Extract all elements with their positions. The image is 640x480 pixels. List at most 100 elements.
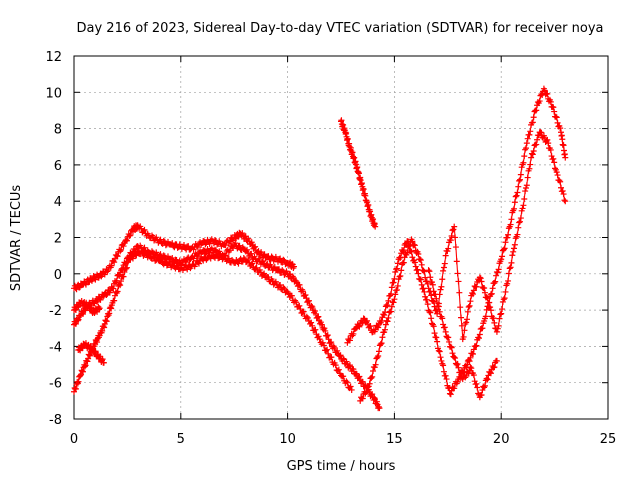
data-point: [311, 308, 318, 315]
data-point: [248, 250, 255, 257]
data-point: [225, 255, 232, 262]
data-point: [260, 258, 267, 265]
data-point: [157, 236, 164, 243]
data-point: [446, 390, 453, 397]
data-point: [507, 264, 514, 271]
data-point: [441, 324, 448, 331]
data-point: [417, 276, 424, 283]
data-point: [556, 177, 563, 184]
data-point: [452, 355, 459, 362]
x-tick-label: 20: [493, 432, 510, 447]
data-point: [153, 249, 160, 256]
data-point: [248, 261, 255, 268]
data-point: [466, 358, 473, 365]
data-point: [289, 273, 296, 280]
data-point: [443, 376, 450, 383]
data-point: [529, 151, 536, 158]
data-point: [467, 298, 474, 305]
data-point: [117, 248, 124, 255]
data-point: [92, 348, 99, 355]
data-point: [252, 243, 259, 250]
data-point: [114, 253, 121, 260]
data-point: [95, 306, 102, 313]
data-point: [104, 268, 111, 275]
y-tick-label: -6: [49, 377, 62, 392]
data-point: [364, 317, 371, 324]
data-point: [94, 335, 101, 342]
data-point: [487, 370, 494, 377]
data-point: [415, 250, 422, 257]
data-point: [418, 281, 425, 288]
data-point: [551, 108, 558, 115]
data-point: [409, 238, 416, 245]
data-point: [426, 268, 433, 275]
data-point: [120, 273, 127, 280]
data-point: [340, 355, 347, 362]
data-point: [117, 246, 124, 253]
data-point: [370, 368, 377, 375]
data-point: [476, 274, 483, 281]
data-point: [467, 354, 474, 361]
data-point: [363, 389, 370, 396]
data-point: [522, 184, 529, 191]
data-point: [280, 256, 287, 263]
data-point: [314, 314, 321, 321]
series-line: [73, 242, 380, 409]
data-point: [454, 360, 461, 367]
data-point: [425, 285, 432, 292]
data-point: [397, 272, 404, 279]
data-point: [505, 270, 512, 277]
data-point: [418, 261, 425, 268]
data-point: [411, 241, 418, 248]
data-point: [79, 311, 86, 318]
data-point: [538, 129, 545, 136]
data-point: [376, 405, 383, 412]
data-point: [360, 315, 367, 322]
data-point: [315, 333, 322, 340]
data-point: [226, 247, 233, 254]
data-point: [561, 197, 568, 204]
data-point: [508, 259, 515, 266]
data-point: [489, 285, 496, 292]
data-point: [428, 292, 435, 299]
y-tick-label: 4: [54, 195, 62, 210]
data-point: [420, 285, 427, 292]
data-point: [460, 333, 467, 340]
data-point: [524, 174, 531, 181]
data-point: [359, 395, 366, 402]
data-point: [303, 313, 310, 320]
series-line: [359, 131, 566, 402]
data-point: [392, 291, 399, 298]
data-point: [474, 384, 481, 391]
data-point: [388, 303, 395, 310]
data-point: [547, 146, 554, 153]
data-point: [87, 352, 94, 359]
data-point: [435, 347, 442, 354]
data-point: [477, 275, 484, 282]
series-line: [346, 88, 566, 395]
data-point: [387, 308, 394, 315]
y-tick-label: -4: [49, 340, 62, 355]
data-point: [102, 317, 109, 324]
data-point: [400, 247, 407, 254]
data-point: [498, 310, 505, 317]
data-point: [547, 98, 554, 105]
x-tick-label: 0: [70, 432, 78, 447]
data-point: [529, 119, 536, 126]
data-point: [327, 339, 334, 346]
data-point: [509, 252, 516, 259]
data-point: [300, 308, 307, 315]
data-point: [516, 219, 523, 226]
data-point: [225, 239, 232, 246]
data-point: [127, 232, 134, 239]
data-point: [487, 304, 494, 311]
data-point: [293, 299, 300, 306]
data-point: [373, 398, 380, 405]
data-point: [451, 354, 458, 361]
data-point: [484, 295, 491, 302]
data-point: [530, 114, 537, 121]
data-point: [441, 260, 448, 267]
data-point: [359, 378, 366, 385]
data-point: [101, 324, 108, 331]
data-point: [315, 313, 322, 320]
